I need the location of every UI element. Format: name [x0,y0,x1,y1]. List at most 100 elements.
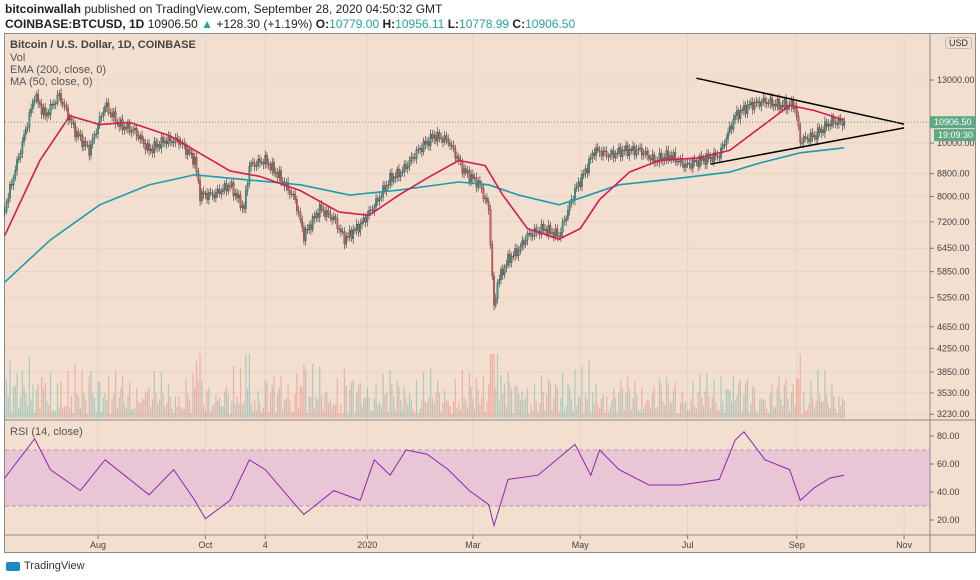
volume-bar [71,396,73,418]
candle-body [410,156,413,161]
volume-bar [248,354,250,418]
candle-body [457,156,460,161]
price-chart[interactable]: 13000.00 10000.00 8800.00 8000.00 7200.00 645… [0,0,980,560]
volume-bar [773,407,775,418]
candle-body [9,184,11,199]
time-tick-label: 2020 [357,540,377,550]
currency-button[interactable]: USD [945,37,973,49]
volume-bar [400,400,402,418]
volume-bar [178,396,180,418]
candle-body [158,144,161,149]
volume-bar [486,401,488,418]
candle-body [500,269,502,280]
volume-bar [171,408,173,418]
price-tick-label: 3530.00 [937,388,970,398]
volume-bar [519,400,521,418]
volume-bar [347,413,349,418]
volume-bar [840,405,842,418]
candle-body [112,111,115,118]
open-label: O: [315,17,330,31]
volume-bar [586,398,588,418]
time-tick-label: Jul [682,540,694,550]
candle-body [266,155,268,165]
volume-bar [509,382,511,418]
volume-bar [125,408,127,418]
volume-bar [243,401,245,418]
candle-body [10,184,13,186]
volume-bar [572,411,574,418]
volume-bar [776,386,778,418]
candle-body [336,218,339,229]
volume-bar [349,390,351,418]
candle-body [327,210,330,214]
volume-bar [41,376,43,418]
legend-ema: EMA (200, close, 0) [10,64,106,76]
candle-body [301,219,304,228]
volume-bar [604,412,606,418]
volume-bar [630,409,632,418]
candle-body [683,164,685,168]
volume-bar [408,393,411,418]
volume-bar [85,399,87,418]
price-tick-label: 3230.00 [937,409,970,419]
volume-bar [252,411,254,418]
publisher-name[interactable]: bitcoinwallah [5,2,82,16]
volume-bar [222,406,224,418]
candle-body [542,223,545,231]
volume-bar [458,401,460,418]
candle-body [547,225,550,235]
volume-bar [192,373,194,418]
volume-bar [206,390,208,418]
candle-body [494,298,497,306]
volume-bar [753,387,756,418]
candle-body [454,148,457,159]
candle-body [63,103,66,107]
volume-bar [217,400,219,418]
candle-body [246,183,249,191]
candle-body [618,147,620,154]
published-text: published on TradingView.com, September … [84,2,443,16]
candle-body [780,105,782,110]
volume-bar [482,376,485,418]
candle-body [102,111,105,117]
volume-bar [90,370,92,418]
candle-body [385,185,388,192]
volume-bar [254,399,256,418]
candle-body [39,102,41,105]
volume-bar [113,393,115,418]
volume-bar [239,367,242,418]
volume-bar [553,398,555,418]
volume-bar [650,408,652,418]
candle-body [514,248,516,257]
publish-info: bitcoinwallah published on TradingView.c… [5,2,442,16]
volume-bar [294,393,296,418]
candle-body [630,149,633,151]
volume-bar [391,383,393,418]
candle-body [841,121,844,126]
candle-body [507,253,509,266]
candle-body [748,104,751,106]
candle-body [577,181,580,187]
volume-bar [811,398,814,418]
candle-body [202,191,205,195]
volume-bar [463,397,465,418]
volume-bar [129,382,131,418]
candle-body [186,149,189,155]
candle-body [218,189,221,194]
candle-body [442,138,444,143]
volume-bar [546,394,548,418]
candle-body [811,132,814,138]
volume-bar [333,403,335,418]
last-price-label: 10906.50 [934,117,972,127]
candle-body [142,139,145,144]
candle-body [834,122,837,125]
candle-body [171,140,173,143]
candle-body [338,228,340,230]
volume-bar [384,394,386,418]
candle-body [637,148,640,151]
candle-body [716,155,719,157]
volume-bar [507,372,509,418]
volume-bar [734,400,736,418]
candle-body [802,136,805,143]
candle-body [46,112,48,117]
